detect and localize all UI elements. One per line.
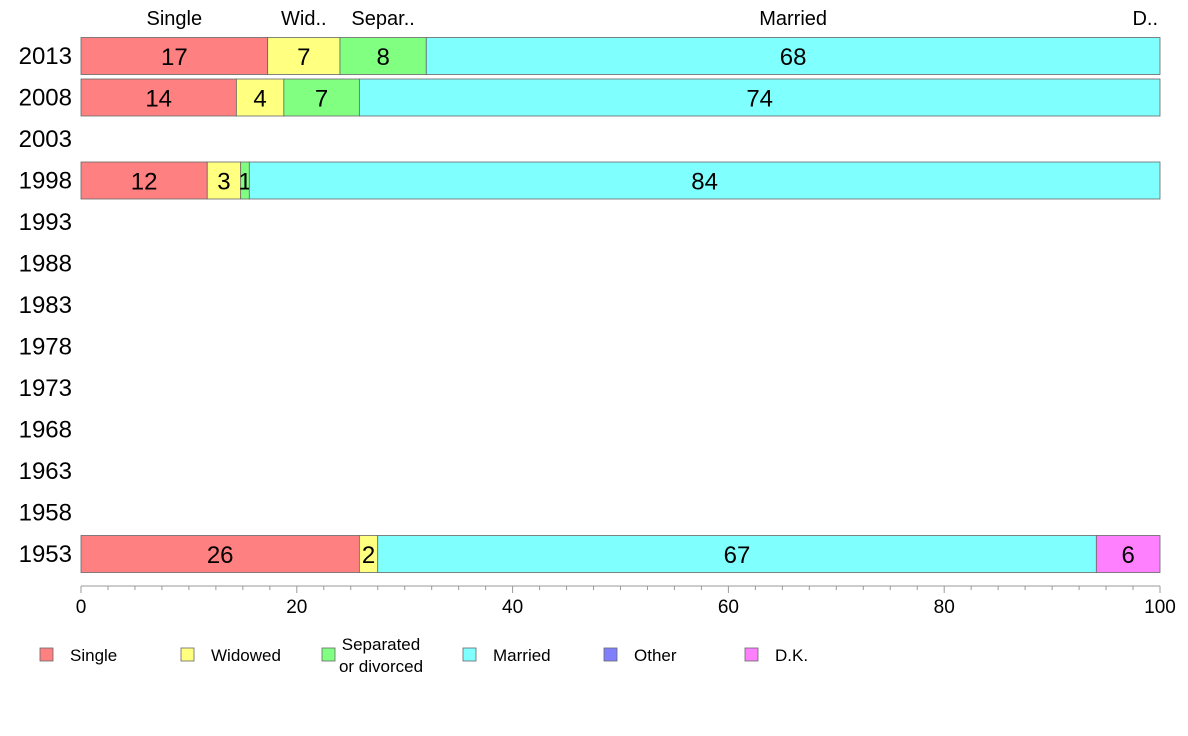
bar-2013-2 (339, 37, 427, 75)
top-label-5: D.. (1132, 8, 1158, 30)
bar-2013-1 (267, 37, 341, 75)
bar-2008-0 (80, 78, 237, 117)
bar-1953-0 (80, 535, 360, 573)
y-label-1958: 1958 (19, 500, 72, 527)
data-label-1998-3: 84 (691, 169, 718, 196)
bar-1953-5 (1095, 535, 1161, 573)
top-label-2: Separ.. (351, 8, 414, 30)
bar-1953-3 (377, 535, 1097, 573)
y-label-1983: 1983 (19, 292, 72, 319)
x-tick-label-40: 40 (502, 597, 523, 618)
data-label-2008-3: 74 (746, 86, 773, 113)
y-label-1998: 1998 (19, 168, 72, 195)
bar-2008-2 (283, 78, 360, 117)
top-category-labels: Single Wid.. Separ.. Married D.. (147, 8, 1158, 30)
y-label-1953: 1953 (19, 541, 72, 568)
x-tick-label-20: 20 (286, 597, 307, 618)
y-axis-labels: 2013 2008 2003 1998 1993 1988 1983 1978 1973 1968… (19, 43, 72, 568)
x-tick-label-80: 80 (934, 597, 955, 618)
x-tick-label-60: 60 (718, 597, 739, 618)
data-label-1998-0: 12 (131, 169, 158, 196)
legend-label-3: Married (493, 646, 551, 665)
legend-swatch-0 (39, 647, 54, 662)
data-label-1953-3: 67 (724, 542, 751, 569)
legend-label-4: Other (634, 646, 677, 665)
y-label-1988: 1988 (19, 251, 72, 278)
legend-swatch-1 (180, 647, 195, 662)
data-label-2013-0: 17 (161, 44, 188, 71)
y-label-2008: 2008 (19, 85, 72, 112)
bar-2013-3 (425, 37, 1161, 75)
bars: 17 7 8 68 14 4 7 74 12 3 1 84 26 2 67 6 (80, 37, 1161, 573)
legend-label-1: Widowed (211, 646, 281, 665)
bar-2008-3 (358, 78, 1161, 117)
y-label-1963: 1963 (19, 458, 72, 485)
bar-1998-1 (206, 161, 242, 200)
bar-2008-1 (235, 78, 285, 117)
x-tick-label-0: 0 (76, 597, 87, 618)
legend-label-5: D.K. (775, 646, 808, 665)
data-label-2008-1: 4 (253, 86, 266, 113)
legend-swatch-5 (744, 647, 759, 662)
legend-swatch-2 (321, 647, 336, 662)
data-label-1998-2: 1 (238, 169, 251, 196)
top-label-0: Single (147, 8, 203, 30)
y-label-1973: 1973 (19, 375, 72, 402)
bar-2013-0 (80, 37, 269, 75)
y-label-2003: 2003 (19, 126, 72, 153)
y-label-1993: 1993 (19, 209, 72, 236)
top-label-3: Married (759, 8, 827, 30)
data-label-1953-1: 2 (362, 542, 375, 569)
data-label-2013-1: 7 (297, 44, 310, 71)
legend-label-0: Single (70, 646, 117, 665)
data-label-2013-2: 8 (376, 44, 389, 71)
data-label-2013-3: 68 (780, 44, 807, 71)
bar-1998-0 (80, 161, 208, 200)
legend-label-2: Separated or divorced (339, 635, 423, 676)
y-label-1968: 1968 (19, 417, 72, 444)
data-label-1953-5: 6 (1121, 542, 1134, 569)
legend: Single Widowed Separated or divorced Married… (39, 635, 808, 676)
data-label-2008-0: 14 (145, 86, 172, 113)
y-label-1978: 1978 (19, 334, 72, 361)
data-label-1953-0: 26 (207, 542, 234, 569)
x-axis: 0 20 40 60 80 100 (76, 585, 1176, 618)
y-label-2013: 2013 (19, 43, 72, 70)
bar-1998-3 (248, 161, 1161, 200)
x-tick-label-100: 100 (1144, 597, 1176, 618)
legend-swatch-4 (603, 647, 618, 662)
data-label-2008-2: 7 (315, 86, 328, 113)
top-label-1: Wid.. (281, 8, 327, 30)
legend-swatch-3 (462, 647, 477, 662)
data-label-1998-1: 3 (217, 169, 230, 196)
